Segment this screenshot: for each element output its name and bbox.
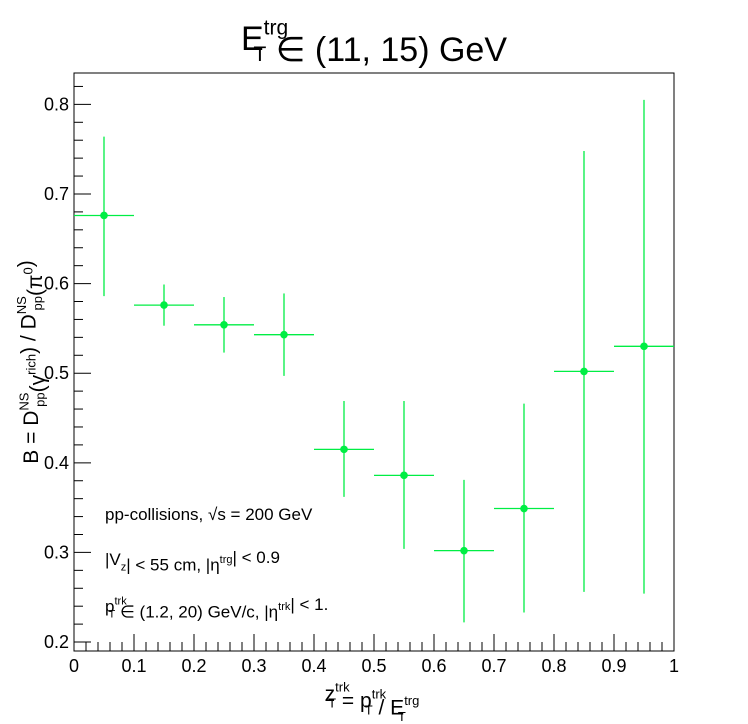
y-tick-label: 0.5	[44, 363, 69, 383]
data-points	[74, 99, 674, 623]
data-point	[374, 400, 434, 549]
point-marker	[580, 367, 588, 376]
y-tick-label: 0.7	[44, 184, 69, 204]
point-marker	[100, 211, 108, 220]
annotation-vz-eta: |Vz| < 55 cm, |ηtrg| < 0.9	[105, 548, 280, 575]
point-marker	[520, 504, 528, 513]
x-tick-label: 0.9	[601, 656, 626, 676]
x-tick-label: 1	[669, 656, 679, 676]
x-tick-label: 0	[69, 656, 79, 676]
x-tick-label: 0.3	[241, 656, 266, 676]
data-point	[314, 400, 374, 497]
data-point	[494, 403, 554, 613]
x-tick-label: 0.7	[481, 656, 506, 676]
x-tick-label: 0.4	[301, 656, 326, 676]
point-marker	[400, 471, 408, 480]
point-marker	[340, 445, 348, 454]
data-point	[554, 150, 614, 592]
x-tick-label: 0.1	[121, 656, 146, 676]
chart-text: Etrg T ∈ (11, 15) GeV ztrk T = ptrk T / Etrg…	[14, 17, 508, 724]
point-marker	[460, 546, 468, 555]
y-tick-label: 0.4	[44, 453, 69, 473]
data-point	[194, 297, 254, 353]
y-tick-label: 0.6	[44, 274, 69, 294]
x-tick-label: 0.6	[421, 656, 446, 676]
data-point	[614, 99, 674, 594]
point-marker	[160, 301, 168, 309]
axis-ticks: 0 0.1 0.2 0.3 0.4 0.5 0.6 0.7 0.8 0.9 1 0.2 0.3 0.4 0.…	[44, 85, 679, 676]
data-point	[134, 284, 194, 326]
point-marker	[280, 330, 288, 339]
chart-title: Etrg T ∈ (11, 15) GeV	[241, 17, 507, 69]
point-marker	[220, 321, 228, 329]
y-tick-label: 0.8	[44, 94, 69, 114]
data-point	[74, 136, 134, 297]
x-axis-label: ztrk T = ptrk T / Etrg T	[325, 680, 420, 724]
annotation-pt-eta: ptrk T ∈ (1.2, 20) GeV/c, |ηtrk| < 1.	[105, 595, 328, 622]
data-point	[434, 479, 494, 623]
point-marker	[640, 342, 648, 351]
data-point	[254, 293, 314, 376]
x-tick-label: 0.2	[181, 656, 206, 676]
y-tick-label: 0.3	[44, 542, 69, 562]
y-axis-label: B = DNSpp(γrich) / DNSpp(π0)	[14, 260, 50, 463]
y-tick-label: 0.2	[44, 632, 69, 652]
x-tick-label: 0.5	[361, 656, 386, 676]
x-tick-label: 0.8	[541, 656, 566, 676]
annotation-collisions: pp-collisions, √s = 200 GeV	[105, 505, 313, 524]
